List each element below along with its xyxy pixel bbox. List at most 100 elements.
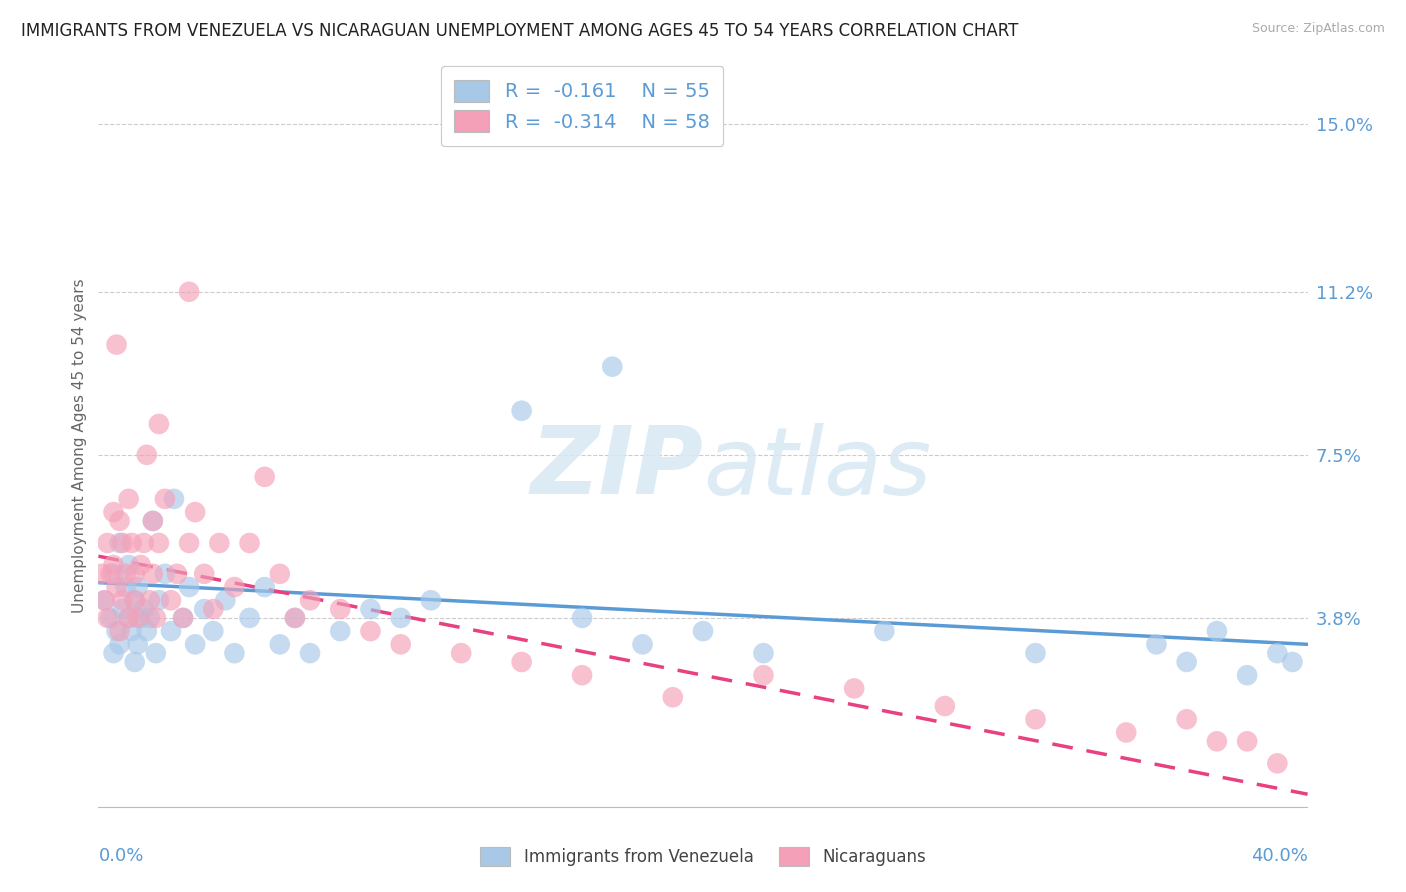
Point (1236, 668, 1258, 682)
Point (114, 580, 136, 594)
Point (1144, 637, 1167, 651)
Point (105, 624, 128, 639)
Point (389, 611, 412, 625)
Point (153, 491, 176, 506)
Point (510, 655, 533, 669)
Point (389, 637, 412, 651)
Point (108, 637, 131, 651)
Point (118, 491, 141, 506)
Point (208, 536, 231, 550)
Point (202, 624, 225, 639)
Point (111, 602, 134, 616)
Point (1236, 734, 1258, 748)
Y-axis label: Unemployment Among Ages 45 to 54 years: Unemployment Among Ages 45 to 54 years (72, 278, 87, 614)
Point (420, 593, 443, 607)
Point (121, 624, 143, 639)
Point (100, 566, 122, 581)
Point (100, 611, 122, 625)
Point (145, 611, 167, 625)
Point (1024, 712, 1046, 726)
Point (269, 637, 291, 651)
Point (193, 566, 215, 581)
Point (752, 646, 775, 660)
Point (179, 536, 201, 550)
Point (111, 536, 134, 550)
Point (844, 681, 866, 696)
Point (93, 593, 115, 607)
Point (127, 611, 149, 625)
Point (172, 611, 194, 625)
Text: 40.0%: 40.0% (1251, 847, 1308, 865)
Point (202, 602, 225, 616)
Point (184, 637, 207, 651)
Point (103, 505, 125, 519)
Legend: R =  -0.161    N = 55, R =  -0.314    N = 58: R = -0.161 N = 55, R = -0.314 N = 58 (440, 66, 724, 146)
Point (1175, 712, 1198, 726)
Point (571, 668, 593, 682)
Point (124, 655, 146, 669)
Point (127, 580, 149, 594)
Point (103, 646, 125, 660)
Point (142, 514, 165, 528)
Point (118, 611, 141, 625)
Point (142, 514, 165, 528)
Point (253, 470, 276, 484)
Point (602, 359, 624, 374)
Point (135, 624, 157, 639)
Point (132, 536, 155, 550)
Point (184, 505, 207, 519)
Text: Source: ZipAtlas.com: Source: ZipAtlas.com (1251, 22, 1385, 36)
Text: atlas: atlas (703, 423, 931, 514)
Point (148, 536, 170, 550)
Point (239, 611, 262, 625)
Point (166, 566, 188, 581)
Point (163, 491, 186, 506)
Point (1267, 646, 1289, 660)
Point (108, 536, 131, 550)
Point (329, 624, 352, 639)
Point (103, 558, 125, 572)
Point (142, 566, 165, 581)
Point (148, 593, 170, 607)
Point (214, 593, 236, 607)
Point (360, 602, 382, 616)
Point (224, 580, 246, 594)
Text: 0.0%: 0.0% (98, 847, 143, 865)
Text: IMMIGRANTS FROM VENEZUELA VS NICARAGUAN UNEMPLOYMENT AMONG AGES 45 TO 54 YEARS C: IMMIGRANTS FROM VENEZUELA VS NICARAGUAN … (21, 22, 1018, 40)
Point (108, 624, 131, 639)
Point (124, 566, 146, 581)
Point (118, 558, 141, 572)
Point (121, 536, 143, 550)
Point (127, 637, 149, 651)
Point (284, 611, 307, 625)
Point (145, 646, 167, 660)
Point (96, 536, 118, 550)
Point (284, 611, 307, 625)
Point (934, 699, 956, 714)
Point (105, 337, 128, 351)
Point (179, 580, 201, 594)
Point (239, 536, 262, 550)
Point (224, 646, 246, 660)
Point (1206, 734, 1229, 748)
Point (631, 637, 654, 651)
Point (96, 611, 118, 625)
Point (93, 593, 115, 607)
Point (111, 593, 134, 607)
Point (1281, 655, 1303, 669)
Point (129, 558, 152, 572)
Point (360, 624, 382, 639)
Point (124, 593, 146, 607)
Point (105, 580, 128, 594)
Point (153, 566, 176, 581)
Point (450, 646, 472, 660)
Point (160, 624, 183, 639)
Point (269, 566, 291, 581)
Point (752, 668, 775, 682)
Point (124, 593, 146, 607)
Point (692, 624, 714, 639)
Point (139, 611, 162, 625)
Point (135, 448, 157, 462)
Legend: Immigrants from Venezuela, Nicaraguans: Immigrants from Venezuela, Nicaraguans (472, 838, 934, 875)
Point (661, 690, 683, 705)
